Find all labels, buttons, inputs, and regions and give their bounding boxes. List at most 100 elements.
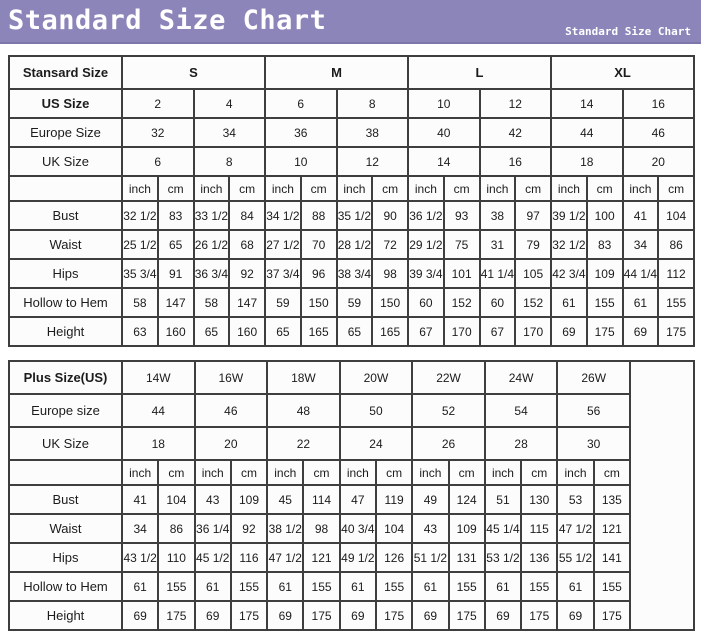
table-row: Bust 41 104 43 109 45 114 47 119 49 124 51 130 53 135	[8, 484, 694, 515]
value-cell: 155	[374, 571, 414, 602]
value-cell: inch	[407, 175, 445, 202]
value-cell: inch	[556, 459, 595, 486]
value-cell: 8	[192, 146, 266, 177]
value-cell: 28 1/2	[335, 229, 374, 260]
value-cell: 40	[407, 117, 481, 148]
value-cell: 65	[192, 316, 231, 347]
value-cell: 69	[550, 316, 588, 347]
value-cell: 44	[550, 117, 624, 148]
value-cell: cm	[302, 459, 341, 486]
value-cell: 45	[266, 484, 305, 515]
value-cell: 42	[478, 117, 552, 148]
value-cell: 29 1/2	[407, 229, 445, 260]
value-cell: 155	[229, 571, 269, 602]
value-cell: 165	[299, 316, 338, 347]
value-cell: 60	[407, 287, 445, 318]
value-cell: 38	[478, 200, 517, 231]
value-cell: 6	[121, 146, 195, 177]
value-cell: 116	[229, 542, 269, 573]
value-cell: 61	[338, 571, 377, 602]
value-cell: 69	[483, 600, 523, 631]
size-group-header: M	[264, 55, 409, 90]
value-cell: 152	[442, 287, 481, 318]
value-cell: 141	[592, 542, 632, 573]
value-cell: 104	[657, 200, 695, 231]
value-cell: 39 3/4	[407, 258, 445, 289]
value-cell: 25 1/2	[121, 229, 159, 260]
value-cell: inch	[266, 459, 305, 486]
value-cell: 22	[266, 426, 341, 461]
value-cell: 35 3/4	[121, 258, 159, 289]
value-cell: inch	[621, 175, 660, 202]
value-cell: 115	[520, 513, 559, 544]
row-label: UK Size	[8, 146, 123, 177]
value-cell: 170	[514, 316, 552, 347]
value-cell: 155	[302, 571, 341, 602]
value-cell: 36 1/4	[193, 513, 232, 544]
value-cell: cm	[585, 175, 624, 202]
row-label: Waist	[8, 513, 123, 544]
value-cell: inch	[335, 175, 374, 202]
value-cell: 18	[550, 146, 624, 177]
value-cell: 44 1/4	[621, 258, 660, 289]
value-cell: cm	[592, 459, 632, 486]
value-cell: 175	[302, 600, 341, 631]
row-label: Height	[8, 316, 123, 347]
value-cell: 55 1/2	[556, 542, 595, 573]
value-cell: 79	[514, 229, 552, 260]
value-cell: 44	[121, 393, 196, 428]
standard-size-table: Stansard Size S M L XL US Size 2 4 6 8 10 12 14 16 Eur…	[8, 55, 695, 347]
value-cell: 104	[374, 513, 414, 544]
value-cell: 101	[442, 258, 481, 289]
value-cell: 58	[121, 287, 159, 318]
value-cell: 69	[193, 600, 232, 631]
value-cell: 53	[556, 484, 595, 515]
banner: Standard Size Chart Standard Size Chart	[0, 0, 701, 44]
value-cell: 61	[556, 571, 595, 602]
value-cell: 26 1/2	[192, 229, 231, 260]
value-cell: 69	[266, 600, 305, 631]
value-cell: 119	[374, 484, 414, 515]
value-cell: 36 1/2	[407, 200, 445, 231]
value-cell: 60	[478, 287, 517, 318]
value-cell: 100	[585, 200, 624, 231]
value-cell: 47 1/2	[266, 542, 305, 573]
value-cell: 160	[156, 316, 195, 347]
table-row: inch cm inch cm inch cm inch cm inch cm inch cm inch…	[8, 459, 694, 486]
value-cell: 65	[335, 316, 374, 347]
value-cell: 124	[447, 484, 486, 515]
value-cell: inch	[120, 459, 160, 486]
value-cell: 20	[193, 426, 269, 461]
table-row: UK Size 6 8 10 12 14 16 18 20	[8, 146, 695, 177]
value-cell: 175	[229, 600, 269, 631]
value-cell: 39 1/2	[550, 200, 588, 231]
value-cell: inch	[483, 459, 523, 486]
value-cell: cm	[442, 175, 481, 202]
value-cell: 32 1/2	[550, 229, 588, 260]
row-label: Hips	[8, 258, 123, 289]
table-row: US Size 2 4 6 8 10 12 14 16	[8, 88, 695, 119]
value-cell: 34 1/2	[264, 200, 302, 231]
value-cell: 109	[585, 258, 624, 289]
value-cell: 48	[266, 393, 341, 428]
empty-cell	[629, 360, 695, 631]
row-label: UK Size	[8, 426, 123, 461]
value-cell: 51 1/2	[411, 542, 450, 573]
value-cell: 126	[374, 542, 414, 573]
value-cell: 8	[335, 88, 409, 119]
value-cell: 24	[338, 426, 414, 461]
value-cell: 16	[478, 146, 552, 177]
value-cell: 41 1/4	[478, 258, 517, 289]
value-cell: 52	[411, 393, 486, 428]
value-cell: 98	[371, 258, 409, 289]
value-cell: 121	[592, 513, 632, 544]
value-cell: 61	[483, 571, 523, 602]
value-cell: inch	[478, 175, 517, 202]
value-cell: 61	[621, 287, 660, 318]
value-cell: 50	[338, 393, 414, 428]
value-cell: 175	[374, 600, 414, 631]
value-cell: 150	[371, 287, 409, 318]
value-cell: 36 3/4	[192, 258, 231, 289]
value-cell: 83	[585, 229, 624, 260]
value-cell: 59	[335, 287, 374, 318]
